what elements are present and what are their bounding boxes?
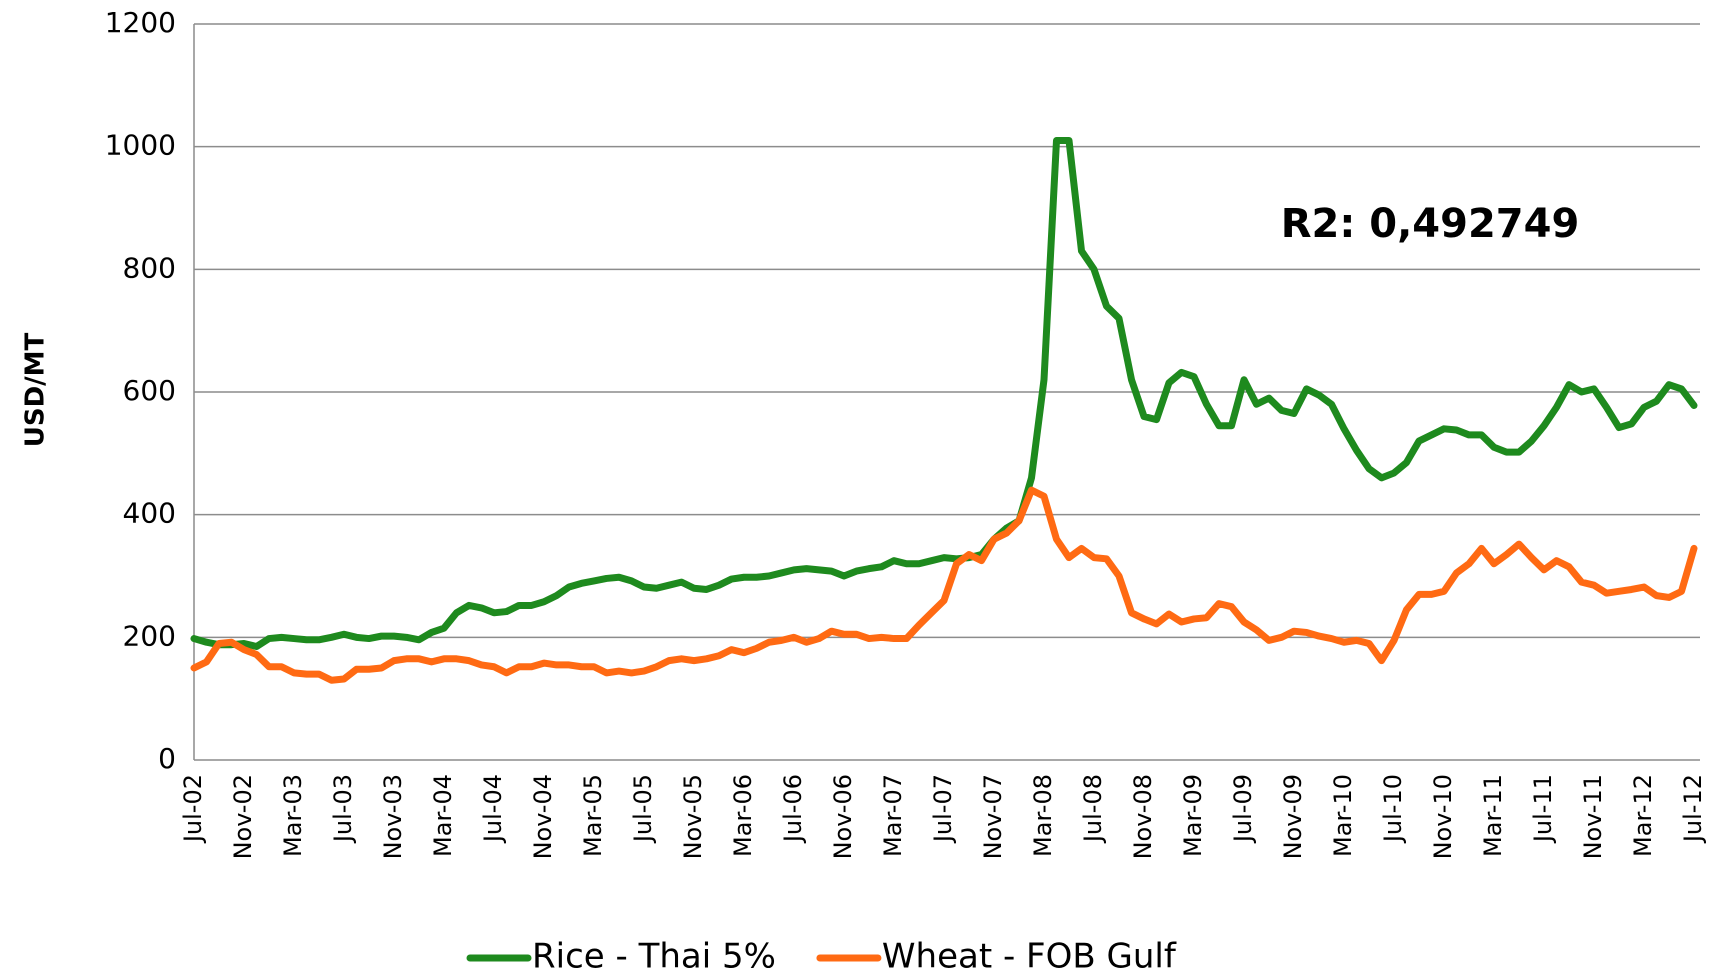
x-tick-label: Mar-11	[1479, 774, 1507, 857]
x-tick-label: Mar-07	[879, 774, 907, 857]
x-tick-label: Nov-06	[829, 774, 857, 859]
x-tick-label: Jul-10	[1379, 774, 1407, 844]
x-tick-label: Nov-02	[229, 774, 257, 859]
x-tick-label: Nov-05	[679, 774, 707, 859]
series-line	[190, 137, 1698, 651]
y-tick-label: 600	[123, 374, 176, 407]
y-tick-label: 400	[123, 497, 176, 530]
x-tick-label: Jul-05	[629, 774, 657, 844]
x-tick-label: Mar-03	[279, 774, 307, 857]
x-tick-label: Mar-04	[429, 774, 457, 857]
annotation: R2: 0,492749	[1281, 201, 1580, 247]
x-tick-label: Mar-09	[1179, 774, 1207, 857]
x-tick-label: Nov-04	[529, 774, 557, 859]
y-tick-label: 800	[123, 251, 176, 284]
x-tick-label: Jul-07	[929, 774, 957, 844]
x-tick-label: Mar-05	[579, 774, 607, 857]
x-tick-label: Nov-07	[979, 774, 1007, 859]
x-tick-label: Mar-12	[1629, 774, 1657, 857]
x-tick-label: Jul-04	[479, 774, 507, 844]
x-tick-label: Nov-11	[1579, 774, 1607, 859]
legend-label: Rice - Thai 5%	[532, 937, 776, 976]
x-tick-label: Jul-08	[1079, 774, 1107, 844]
y-tick-label: 200	[123, 619, 176, 652]
x-tick-label: Nov-08	[1129, 774, 1157, 859]
x-tick-label: Jul-12	[1679, 774, 1707, 844]
x-tick-label: Mar-06	[729, 774, 757, 857]
y-tick-label: 0	[158, 742, 176, 775]
x-tick-label: Nov-10	[1429, 774, 1457, 859]
y-axis-label: USD/MT	[21, 332, 51, 447]
y-tick-label: 1200	[105, 6, 176, 39]
x-tick-label: Jul-11	[1529, 774, 1557, 844]
x-tick-label: Mar-08	[1029, 774, 1057, 857]
x-tick-label: Nov-09	[1279, 774, 1307, 859]
legend-label: Wheat - FOB Gulf	[882, 937, 1177, 976]
x-tick-label: Jul-09	[1229, 774, 1257, 844]
x-tick-label: Mar-10	[1329, 774, 1357, 857]
series-line	[190, 486, 1698, 684]
x-tick-label: Jul-06	[779, 774, 807, 844]
y-tick-label: 1000	[105, 129, 176, 162]
x-tick-label: Jul-03	[329, 774, 357, 844]
x-tick-label: Nov-03	[379, 774, 407, 859]
x-tick-label: Jul-02	[179, 774, 207, 844]
